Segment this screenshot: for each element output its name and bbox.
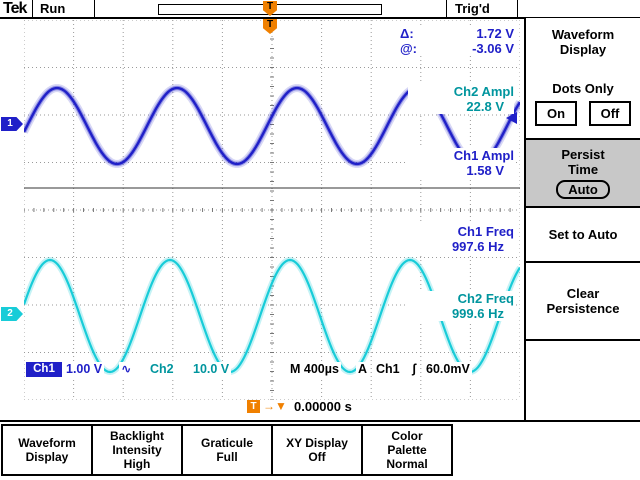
measurement-label: Ch2 Freq bbox=[457, 291, 514, 306]
topbar-separator bbox=[94, 0, 95, 17]
measurement-ch1-freq: Ch1 Freq 997.6 Hz bbox=[408, 224, 514, 254]
cursor-at-value: -3.06 V bbox=[472, 41, 514, 56]
trigger-slope-icon: ʃ bbox=[410, 362, 419, 377]
clear-persistence-label: Clear Persistence bbox=[546, 286, 620, 316]
time-position-value: 0.00000 s bbox=[294, 399, 352, 414]
clear-persistence-button[interactable]: Clear Persistence bbox=[526, 263, 640, 341]
dots-only-buttons: On Off bbox=[535, 100, 631, 126]
bottom-menu-graticule[interactable]: Graticule Full bbox=[181, 424, 273, 476]
cursor-delta-value: 1.72 V bbox=[476, 26, 514, 41]
measurement-value: 997.6 Hz bbox=[451, 239, 504, 254]
graticule-waveform-display bbox=[24, 20, 520, 400]
measurement-ch2-freq: Ch2 Freq 999.6 Hz bbox=[408, 291, 514, 321]
set-to-auto-label: Set to Auto bbox=[548, 227, 618, 242]
dots-on-button[interactable]: On bbox=[535, 100, 577, 126]
measurement-label: Ch1 Freq bbox=[457, 224, 514, 239]
ch1-badge: Ch1 bbox=[26, 362, 62, 377]
tek-logo: Tek bbox=[3, 0, 27, 17]
side-menu: Waveform Display Dots Only On Off Persis… bbox=[524, 18, 640, 420]
ch1-position-marker: 1 bbox=[1, 117, 23, 131]
persist-time-value: Auto bbox=[556, 180, 610, 199]
side-menu-title: Waveform Display bbox=[551, 27, 615, 57]
measurement-value: 999.6 Hz bbox=[451, 306, 504, 321]
ch2-position-marker: 2 bbox=[1, 307, 23, 321]
bottom-menu-xy-display[interactable]: XY Display Off bbox=[271, 424, 363, 476]
ch1-reference-arrow-icon bbox=[506, 112, 517, 124]
dots-only-section: Dots Only On Off bbox=[526, 66, 640, 140]
bottom-menu-waveform-display[interactable]: Waveform Display bbox=[1, 424, 93, 476]
cursor-delta-label: Δ: bbox=[400, 26, 414, 41]
dots-only-label: Dots Only bbox=[552, 80, 614, 96]
trigger-position-marker: T bbox=[263, 1, 277, 16]
measurement-ch1-ampl: Ch1 Ampl 1.58 V bbox=[408, 148, 514, 178]
time-reference-icon: T bbox=[247, 400, 260, 413]
measurement-label: Ch1 Ampl bbox=[453, 148, 514, 163]
cursor-readout: Δ: 1.72 V @: -3.06 V bbox=[398, 26, 516, 56]
run-status: Run bbox=[40, 1, 66, 16]
ch1-scale-readout: 1.00 V bbox=[64, 362, 105, 377]
timebase-readout: M 400µs bbox=[288, 362, 341, 377]
bottom-menu: Waveform Display Backlight Intensity Hig… bbox=[1, 424, 453, 476]
acquisition-mode: A bbox=[356, 362, 370, 377]
topbar-separator bbox=[32, 0, 33, 17]
persist-time-label: Persist Time bbox=[561, 147, 605, 177]
trigger-source: Ch1 bbox=[374, 362, 402, 377]
dots-off-button[interactable]: Off bbox=[589, 100, 631, 126]
bottom-divider bbox=[0, 420, 640, 422]
topbar-divider bbox=[0, 17, 640, 19]
ch2-label: Ch2 bbox=[148, 362, 176, 377]
ch2-scale-readout: 10.0 V bbox=[191, 362, 232, 377]
measurement-value: 1.58 V bbox=[466, 163, 504, 178]
trigger-level-readout: 60.0mV bbox=[424, 362, 472, 377]
cursor-at-label: @: bbox=[400, 41, 418, 56]
measurement-value: 22.8 V bbox=[466, 99, 504, 114]
trigger-status: Trig'd bbox=[455, 1, 490, 16]
measurement-ch2-ampl: Ch2 Ampl 22.8 V bbox=[408, 84, 514, 114]
time-arrow-icon: →▼ bbox=[263, 399, 287, 413]
measurement-label: Ch2 Ampl bbox=[453, 84, 514, 99]
bottom-menu-backlight-intensity[interactable]: Backlight Intensity High bbox=[91, 424, 183, 476]
topbar-separator bbox=[446, 0, 447, 17]
side-menu-filler bbox=[526, 341, 640, 420]
bottom-menu-color-palette[interactable]: Color Palette Normal bbox=[361, 424, 453, 476]
trigger-point-marker: T bbox=[263, 19, 277, 34]
persist-time-button[interactable]: Persist Time Auto bbox=[526, 140, 640, 208]
ch1-coupling-icon: ∿ bbox=[119, 362, 134, 377]
set-to-auto-button[interactable]: Set to Auto bbox=[526, 208, 640, 263]
topbar-separator bbox=[517, 0, 518, 17]
